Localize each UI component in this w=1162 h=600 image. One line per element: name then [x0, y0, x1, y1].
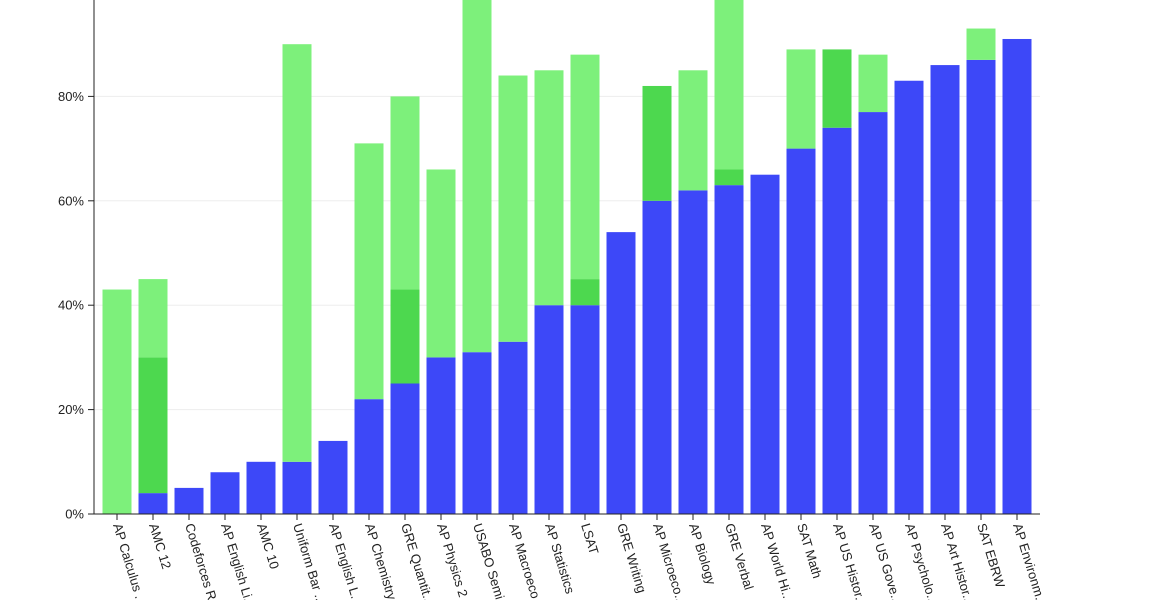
bar-segment — [642, 200, 672, 515]
bar-segment — [102, 289, 132, 514]
bar-segment — [822, 49, 852, 128]
bar-segment — [678, 190, 708, 515]
bar-segment — [1002, 38, 1032, 514]
bar-segment — [534, 305, 564, 514]
bar-segment — [462, 352, 492, 514]
bar-segment — [858, 112, 888, 514]
x-tick-label: AP English Li... — [218, 521, 258, 600]
bar-segment — [966, 28, 996, 60]
bar-segment — [750, 174, 780, 514]
bar-segment — [930, 65, 960, 514]
x-tick-label: AP US Histor... — [830, 521, 870, 600]
x-tick-label: AP Art Histor... — [938, 521, 977, 600]
bar-segment — [642, 85, 672, 201]
bar-segment — [246, 461, 276, 514]
bar-segment — [210, 472, 240, 514]
bar-segment — [786, 148, 816, 514]
bar-segment — [426, 169, 456, 358]
x-tick-label: Codeforces R... — [182, 521, 223, 600]
x-tick-label: USABO Semi... — [470, 521, 511, 600]
x-tick-label: AP Physics 2 — [434, 521, 471, 598]
x-tick-label: LSAT — [578, 521, 602, 556]
x-tick-label: AP Psycholo... — [902, 521, 941, 600]
x-tick-label: Uniform Bar ... — [290, 521, 329, 600]
bar-segment — [138, 357, 168, 494]
bar-segment — [714, 185, 744, 514]
x-tick-label: AP Calculus ... — [110, 521, 149, 600]
bar-segment — [570, 54, 600, 280]
bar-segment — [354, 143, 384, 400]
bar-segment — [498, 75, 528, 342]
x-tick-label: GRE Verbal — [722, 521, 756, 591]
y-tick-label: 20% — [58, 402, 84, 417]
bar-segment — [534, 70, 564, 306]
bar-segment — [318, 440, 348, 514]
y-tick-label: 60% — [58, 193, 84, 208]
bar-segment — [426, 357, 456, 514]
x-tick-label: AP US Gove... — [866, 521, 905, 600]
bar-segment — [714, 169, 744, 186]
x-tick-label: GRE Writing — [614, 521, 649, 594]
y-tick-label: 80% — [58, 89, 84, 104]
x-tick-label: GRE Quantit... — [398, 521, 437, 600]
bar-segment — [894, 80, 924, 515]
y-axis-ticks: 0% 20% 40% 60% 80% — [58, 89, 94, 522]
bar-segment — [462, 0, 492, 353]
x-tick-label: AMC 10 — [254, 521, 282, 570]
bar-segment — [606, 232, 636, 514]
bar-segment — [390, 96, 420, 290]
bar-segment — [282, 461, 312, 514]
x-tick-label: AP Biology — [686, 521, 719, 586]
axes — [93, 0, 1040, 515]
bar-segment — [498, 341, 528, 514]
x-tick-label: AP Environm... — [1010, 521, 1050, 600]
bar-segment — [282, 44, 312, 462]
bar-segment — [714, 0, 744, 170]
x-tick-label: AP Macroeco... — [506, 521, 546, 600]
bar-segment — [570, 305, 600, 514]
bar-segment — [858, 54, 888, 113]
bars — [102, 0, 1032, 515]
x-axis-ticks: AP Calculus ...AMC 12 Codeforces R...AP E… — [110, 514, 1050, 600]
bar-segment — [354, 399, 384, 514]
y-tick-label: 40% — [58, 298, 84, 313]
bar-segment — [138, 279, 168, 358]
bar-segment — [786, 49, 816, 149]
bar-segment — [138, 493, 168, 514]
x-tick-label: AP Chemistry — [362, 521, 400, 600]
bar-segment — [570, 279, 600, 306]
x-tick-label: SAT EBRW — [974, 521, 1008, 590]
x-tick-label: AP Statistics — [542, 521, 578, 595]
bar-segment — [390, 383, 420, 514]
x-tick-label: AP Microeco... — [650, 521, 689, 600]
bar-segment — [966, 59, 996, 515]
x-tick-label: AMC 12 — [146, 521, 174, 570]
bar-segment — [174, 487, 204, 514]
x-tick-label: AP English L... — [326, 521, 365, 600]
x-tick-label: AP World Hi... — [758, 521, 796, 600]
x-tick-label: SAT Math — [794, 521, 825, 580]
bar-segment — [678, 70, 708, 191]
bar-segment — [822, 127, 852, 514]
y-tick-label: 0% — [65, 507, 84, 522]
bar-segment — [390, 289, 420, 384]
